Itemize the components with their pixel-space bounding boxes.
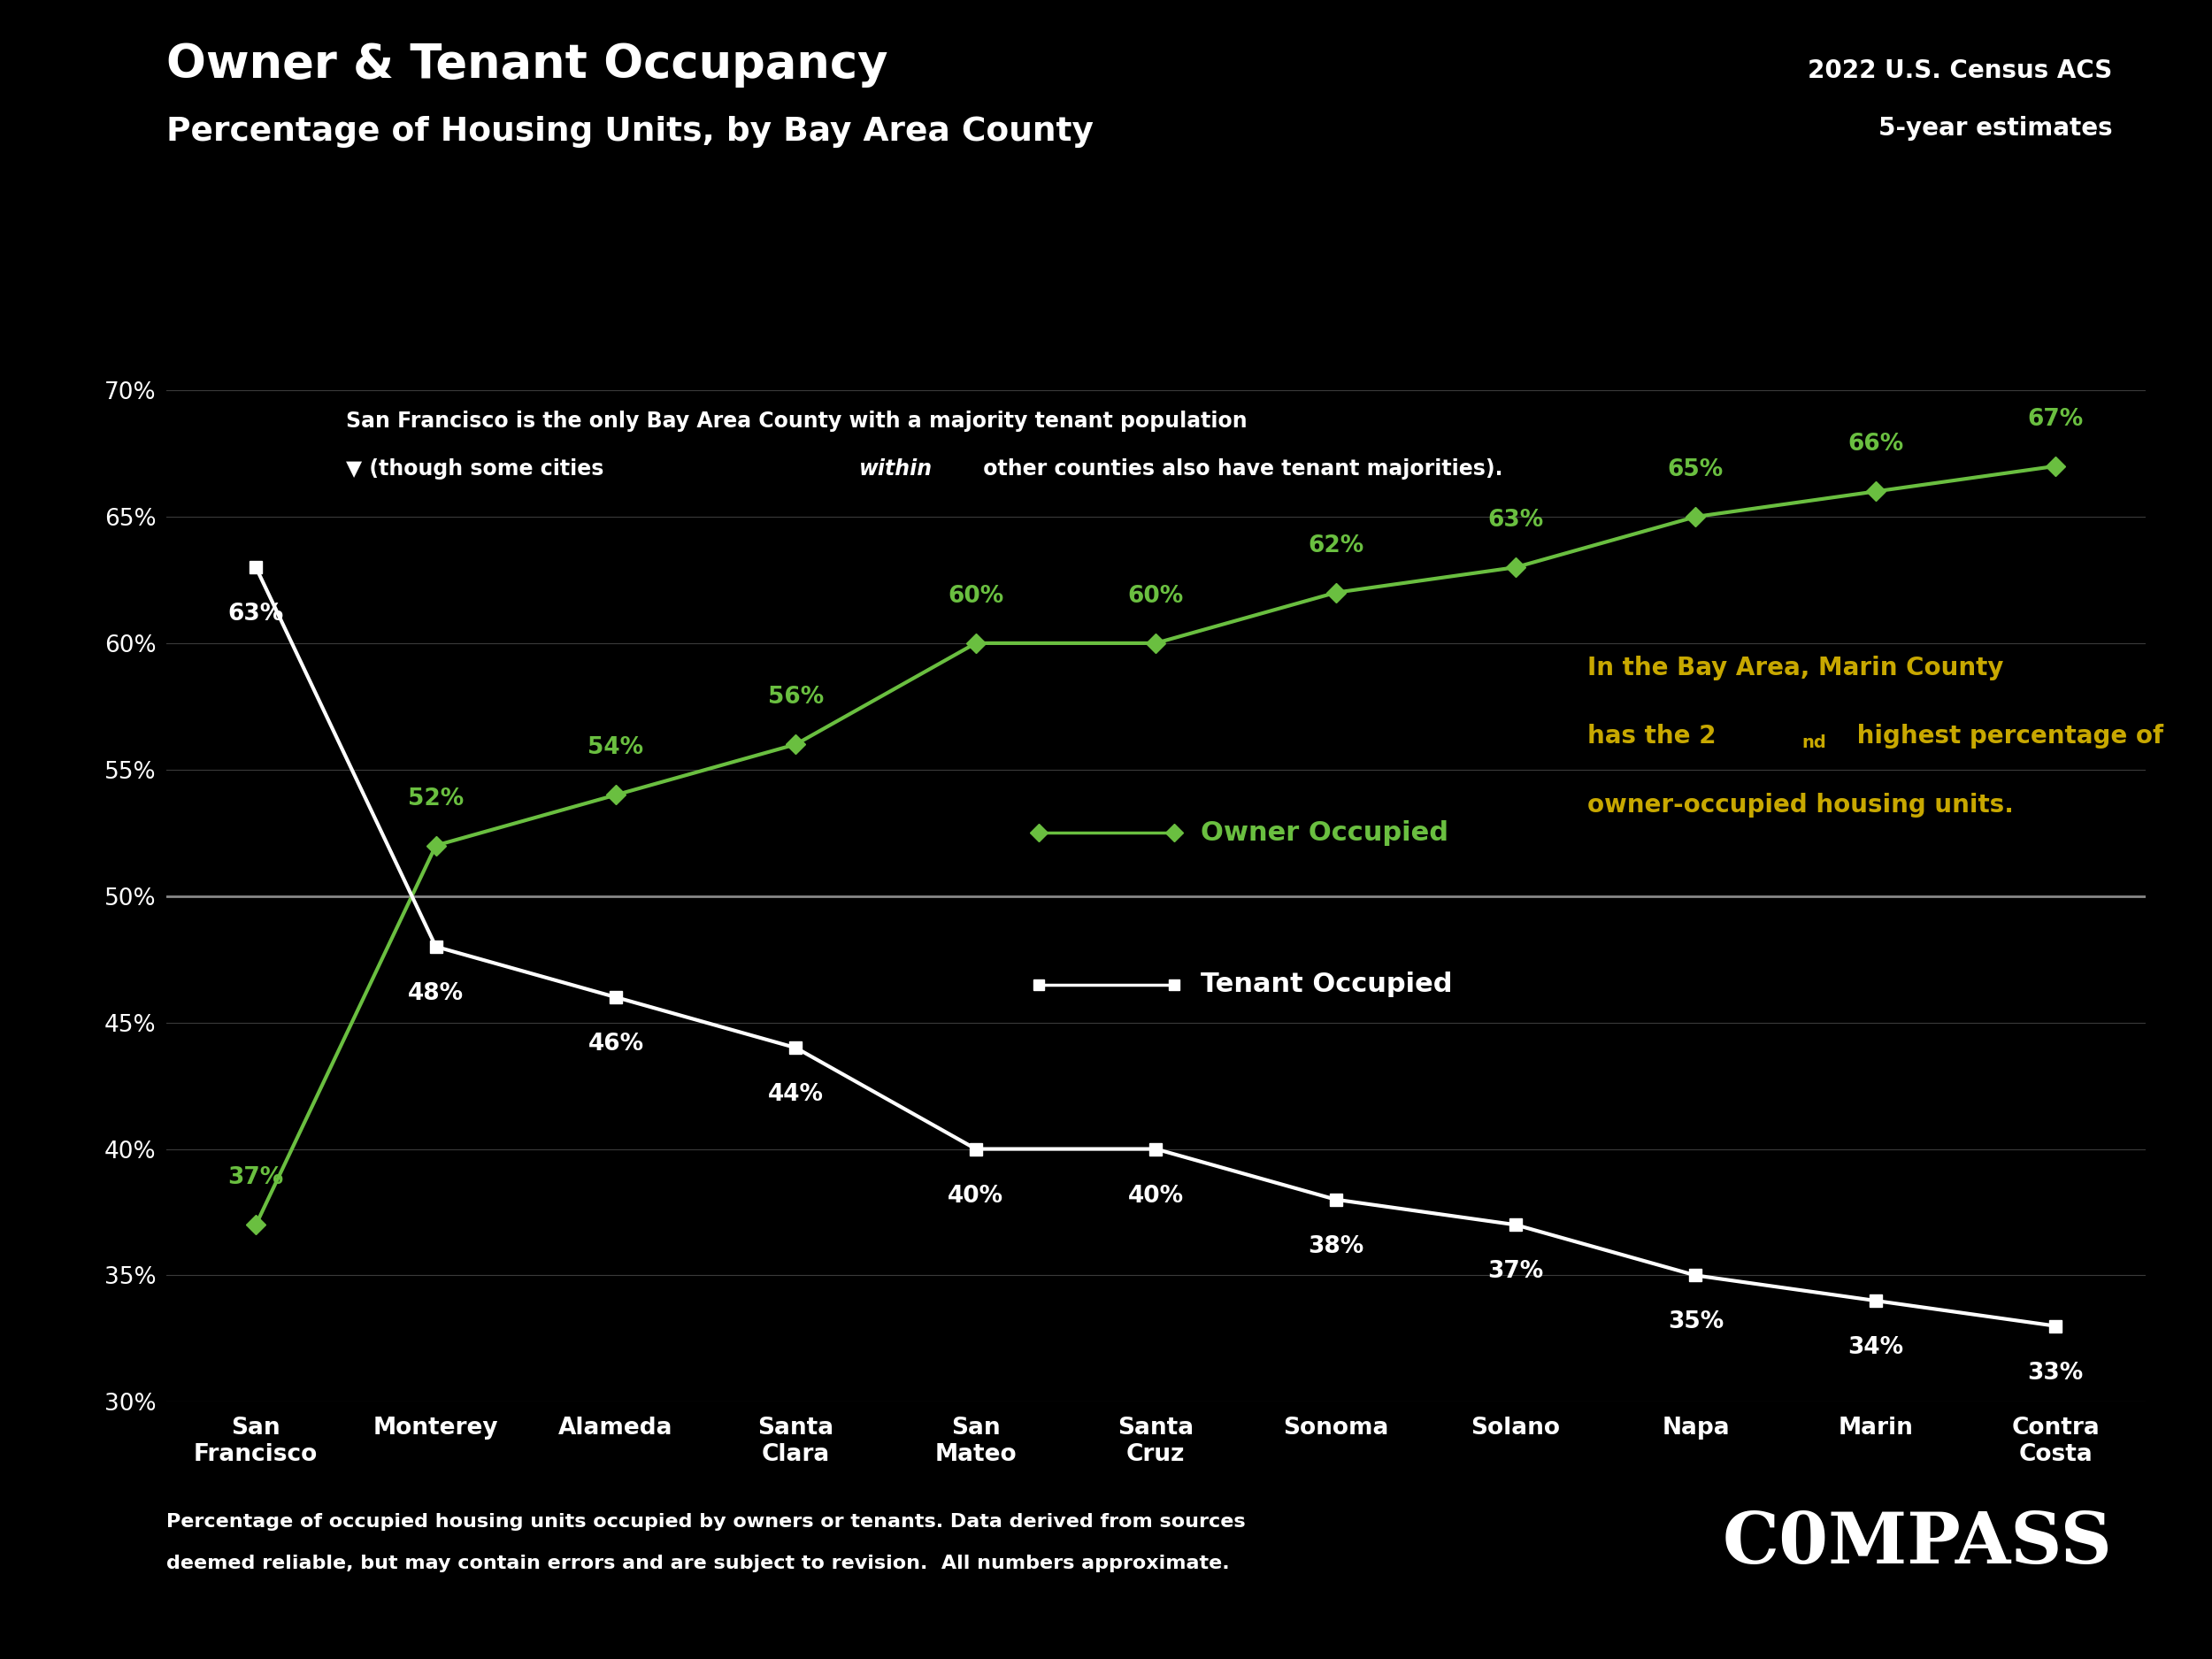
Text: 65%: 65% bbox=[1668, 458, 1723, 481]
Text: 40%: 40% bbox=[949, 1185, 1004, 1208]
Text: highest percentage of: highest percentage of bbox=[1849, 723, 2163, 748]
Text: Percentage of Housing Units, by Bay Area County: Percentage of Housing Units, by Bay Area… bbox=[166, 116, 1093, 148]
Text: 37%: 37% bbox=[1489, 1261, 1544, 1284]
Text: 67%: 67% bbox=[2028, 408, 2084, 431]
Text: 60%: 60% bbox=[947, 584, 1004, 607]
Text: 35%: 35% bbox=[1668, 1311, 1723, 1334]
Text: San Francisco is the only Bay Area County with a majority tenant population: San Francisco is the only Bay Area Count… bbox=[345, 410, 1248, 431]
Text: nd: nd bbox=[1803, 735, 1827, 752]
Text: 38%: 38% bbox=[1307, 1234, 1365, 1258]
Text: 37%: 37% bbox=[228, 1166, 283, 1190]
Text: other counties also have tenant majorities).: other counties also have tenant majoriti… bbox=[975, 458, 1502, 479]
Text: within: within bbox=[858, 458, 933, 479]
Text: Owner Occupied: Owner Occupied bbox=[1201, 820, 1449, 846]
Text: 40%: 40% bbox=[1128, 1185, 1183, 1208]
Text: 52%: 52% bbox=[407, 786, 465, 810]
Text: has the 2: has the 2 bbox=[1588, 723, 1717, 748]
Text: 62%: 62% bbox=[1307, 534, 1365, 557]
Text: 2022 U.S. Census ACS: 2022 U.S. Census ACS bbox=[1807, 58, 2112, 83]
Text: 5-year estimates: 5-year estimates bbox=[1878, 116, 2112, 141]
Text: 54%: 54% bbox=[588, 737, 644, 760]
Text: 56%: 56% bbox=[768, 685, 823, 708]
Text: Owner & Tenant Occupancy: Owner & Tenant Occupancy bbox=[166, 41, 887, 88]
Text: Percentage of occupied housing units occupied by owners or tenants. Data derived: Percentage of occupied housing units occ… bbox=[166, 1513, 1245, 1531]
Text: owner-occupied housing units.: owner-occupied housing units. bbox=[1588, 793, 2015, 818]
Text: In the Bay Area, Marin County: In the Bay Area, Marin County bbox=[1588, 655, 2004, 680]
Text: C0MPASS: C0MPASS bbox=[1723, 1510, 2112, 1579]
Text: 44%: 44% bbox=[768, 1083, 823, 1107]
Text: 33%: 33% bbox=[2028, 1362, 2084, 1384]
Text: deemed reliable, but may contain errors and are subject to revision.  All number: deemed reliable, but may contain errors … bbox=[166, 1554, 1230, 1573]
Text: 48%: 48% bbox=[407, 982, 465, 1005]
Text: 66%: 66% bbox=[1847, 433, 1905, 456]
Text: ▼ (though some cities: ▼ (though some cities bbox=[345, 458, 611, 479]
Text: 46%: 46% bbox=[588, 1032, 644, 1055]
Text: 60%: 60% bbox=[1128, 584, 1183, 607]
Text: 34%: 34% bbox=[1847, 1335, 1905, 1359]
Text: 63%: 63% bbox=[228, 602, 283, 625]
Text: Tenant Occupied: Tenant Occupied bbox=[1201, 972, 1453, 997]
Text: 63%: 63% bbox=[1489, 509, 1544, 533]
